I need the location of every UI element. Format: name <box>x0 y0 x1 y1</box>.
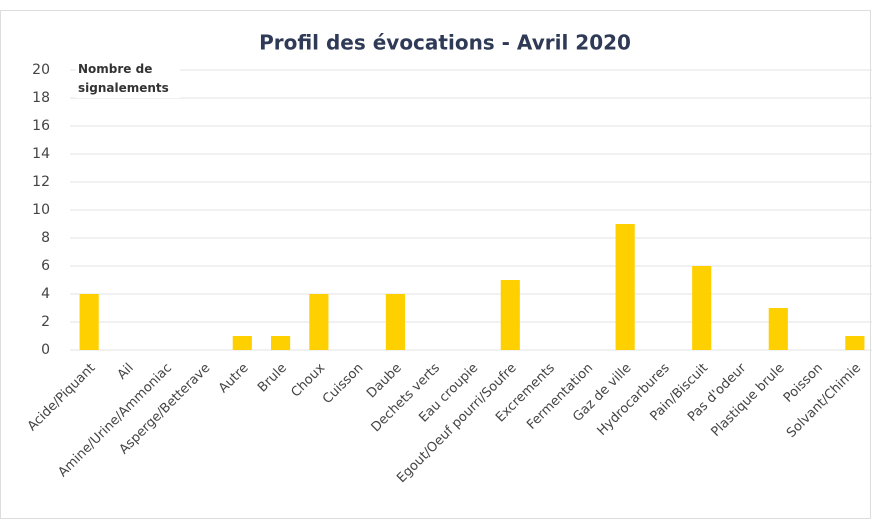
y-tick-label: 4 <box>41 286 50 302</box>
x-tick-label: Fermentation <box>524 361 596 433</box>
chart-title: Profil des évocations - Avril 2020 <box>259 31 631 55</box>
x-tick-label: Dechets verts <box>369 361 444 436</box>
bar <box>79 294 99 350</box>
y-tick-label: 0 <box>41 342 50 358</box>
y-tick-label: 10 <box>32 202 50 218</box>
y-tick-label: 18 <box>32 90 50 106</box>
bar <box>615 224 635 350</box>
y-tick-label: 8 <box>41 230 50 246</box>
x-tick-label: Brule <box>255 361 290 396</box>
bar <box>232 336 252 350</box>
y-tick-label: 20 <box>32 62 50 78</box>
x-tick-label: Cuisson <box>320 361 366 407</box>
x-tick-label: Ail <box>115 361 137 383</box>
bar <box>768 308 788 350</box>
y-axis-label: Nombre de signalements <box>76 60 180 98</box>
y-tick-label: 14 <box>32 146 50 162</box>
bar <box>385 294 405 350</box>
bar <box>692 266 712 350</box>
bar <box>845 336 865 350</box>
y-tick-label: 16 <box>32 118 50 134</box>
bar <box>309 294 329 350</box>
y-tick-label: 6 <box>41 258 50 274</box>
frame <box>0 10 871 519</box>
x-tick-label: Autre <box>216 361 252 397</box>
bar <box>271 336 291 350</box>
bar <box>500 280 520 350</box>
x-tick-label: Acide/Piquant <box>25 361 99 435</box>
y-tick-label: 2 <box>41 314 50 330</box>
y-tick-label: 12 <box>32 174 50 190</box>
